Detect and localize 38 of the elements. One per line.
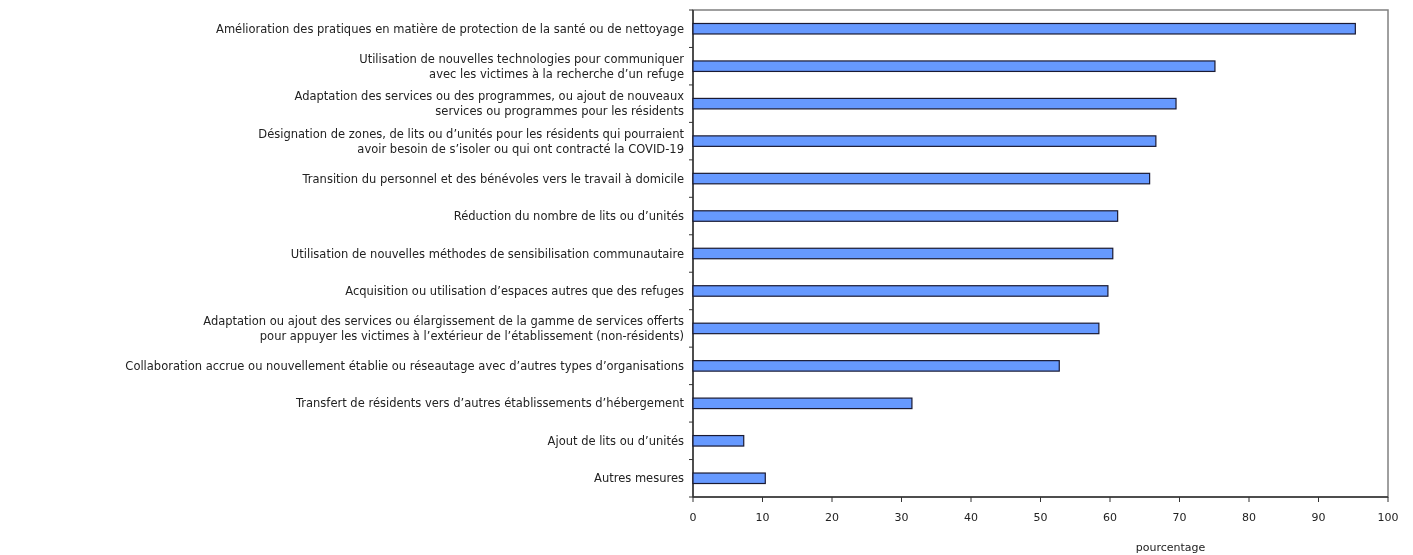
bar [692, 285, 1109, 297]
bar [692, 210, 1119, 222]
x-tick-label: 40 [964, 511, 978, 524]
bar [692, 247, 1114, 260]
y-tick-label: Transfert de résidents vers d’autres établissements d’hébergement [294, 396, 685, 411]
y-tick-label: Réduction du nombre de lits ou d’unités [453, 209, 685, 224]
x-tick-label: 90 [1311, 511, 1326, 524]
y-tick-label: Utilisation de nouvelles méthodes de sensibilisation communautaire [290, 246, 684, 261]
bar [692, 60, 1216, 73]
x-tick-label: 70 [1172, 511, 1187, 524]
y-tick-label: Désignation de zones, de lits ou d’unités pour les résidents qui pourraient avoir besoin de s’isoler ou qui ont contracté la COVID-19 [258, 126, 685, 156]
bar [692, 397, 913, 410]
bar [692, 172, 1151, 185]
bar [692, 472, 766, 485]
x-tick-label: 10 [755, 511, 770, 524]
x-axis-title: pourcentage [1135, 541, 1206, 554]
x-tick-label: 50 [1033, 511, 1048, 524]
y-tick-label: Utilisation de nouvelles technologies pour communiquer avec les victimes à la recherche d’un refuge [359, 51, 685, 81]
y-tick-label: Amélioration des pratiques en matière de protection de la santé ou de nettoyage [216, 21, 684, 36]
x-tick-label: 60 [1103, 511, 1117, 524]
y-tick-label: Collaboration accrue ou nouvellement établie ou réseautage avec d’autres types d’organisations [125, 358, 684, 373]
x-tick-label: 20 [825, 511, 839, 524]
y-tick-label: Ajout de lits ou d’unités [547, 433, 684, 448]
x-tick-label: 100 [1377, 511, 1399, 524]
y-tick-label: Adaptation ou ajout des services ou élargissement de la gamme de services offerts pour appuyer les victimes à l’extérieur de l’établissement (non-résidents) [203, 313, 684, 343]
y-tick-label: Transition du personnel et des bénévoles vers le travail à domicile [301, 171, 684, 186]
y-tick-label: Acquisition ou utilisation d’espaces autres que des refuges [345, 283, 685, 298]
x-tick-label: 0 [689, 511, 697, 524]
bar [692, 97, 1177, 110]
x-tick-label: 30 [894, 511, 909, 524]
bar [692, 135, 1157, 147]
y-tick-label: Autres mesures [594, 471, 684, 486]
bar [692, 22, 1356, 35]
bar [692, 434, 745, 447]
bar [692, 322, 1100, 335]
bar [692, 360, 1060, 372]
y-tick-label: Adaptation des services ou des programmes, ou ajout de nouveaux services ou programmes pour les résidents [294, 89, 685, 119]
x-tick-label: 80 [1242, 511, 1256, 524]
